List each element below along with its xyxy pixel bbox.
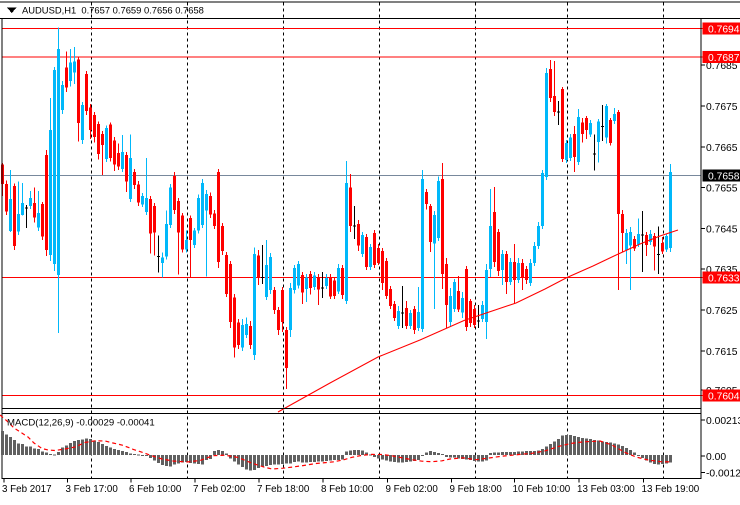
svg-text:9 Feb 02:00: 9 Feb 02:00 bbox=[386, 484, 439, 495]
svg-text:0.7675: 0.7675 bbox=[706, 102, 738, 113]
svg-text:13 Feb 19:00: 13 Feb 19:00 bbox=[642, 484, 700, 495]
svg-text:0.7694: 0.7694 bbox=[708, 24, 740, 35]
svg-text:0.00213: 0.00213 bbox=[706, 416, 740, 427]
svg-text:MACD(12,26,9) -0.00029 -0.0004: MACD(12,26,9) -0.00029 -0.00041 bbox=[7, 418, 155, 429]
svg-text:0.7625: 0.7625 bbox=[706, 306, 738, 317]
svg-text:8 Feb 10:00: 8 Feb 10:00 bbox=[321, 484, 374, 495]
svg-text:0.7633: 0.7633 bbox=[708, 273, 740, 284]
svg-text:10 Feb 10:00: 10 Feb 10:00 bbox=[513, 484, 571, 495]
svg-text:-0.0012: -0.0012 bbox=[706, 469, 740, 480]
svg-text:0.7665: 0.7665 bbox=[706, 143, 738, 154]
svg-text:7 Feb 02:00: 7 Feb 02:00 bbox=[193, 484, 246, 495]
svg-text:0.7615: 0.7615 bbox=[706, 347, 738, 358]
svg-text:13 Feb 03:00: 13 Feb 03:00 bbox=[577, 484, 635, 495]
svg-text:0.7658: 0.7658 bbox=[708, 171, 740, 182]
svg-text:9 Feb 18:00: 9 Feb 18:00 bbox=[450, 484, 503, 495]
svg-text:0.7604: 0.7604 bbox=[708, 392, 740, 403]
svg-text:0.7687: 0.7687 bbox=[708, 53, 740, 64]
svg-text:3 Feb 17:00: 3 Feb 17:00 bbox=[66, 484, 119, 495]
svg-text:0.7645: 0.7645 bbox=[706, 224, 738, 235]
svg-text:AUDUSD,H1 0.7657 0.7659 0.765: AUDUSD,H1 0.7657 0.7659 0.7656 0.7658 bbox=[22, 5, 204, 16]
svg-text:0.00: 0.00 bbox=[706, 452, 726, 463]
svg-text:0.7655: 0.7655 bbox=[706, 184, 738, 195]
svg-text:6 Feb 10:00: 6 Feb 10:00 bbox=[129, 484, 182, 495]
svg-text:7 Feb 18:00: 7 Feb 18:00 bbox=[257, 484, 310, 495]
svg-text:3 Feb 2017: 3 Feb 2017 bbox=[2, 484, 52, 495]
